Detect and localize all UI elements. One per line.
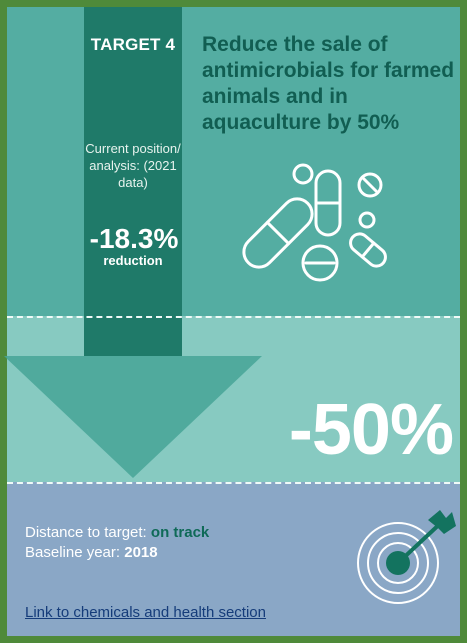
current-position-label: Current position/ analysis: (2021 data)	[85, 141, 181, 190]
target-arrow-icon	[357, 510, 456, 604]
baseline-year: Baseline year: 2018	[25, 543, 158, 563]
distance-to-target: Distance to target: on track	[25, 523, 209, 543]
distance-status: on track	[150, 524, 210, 541]
target-value: -50%	[288, 390, 454, 470]
distance-label: Distance to target:	[25, 524, 147, 541]
baseline-value: 2018	[124, 544, 158, 561]
lower-panel	[7, 482, 460, 636]
target-headline: Reduce the sale of antimicrobials for fa…	[202, 33, 455, 134]
target-number: TARGET 4	[90, 35, 176, 54]
current-progress-bar	[84, 7, 182, 356]
progress-divider	[7, 316, 460, 318]
current-unit: reduction	[103, 253, 163, 268]
chemicals-health-link[interactable]: Link to chemicals and health section	[25, 604, 266, 621]
baseline-label: Baseline year:	[25, 544, 121, 561]
current-value: -18.3%	[89, 223, 179, 254]
upper-panel	[7, 7, 460, 316]
target-divider	[7, 482, 460, 484]
target-arrow-shape	[4, 316, 262, 478]
pills-icon	[242, 163, 387, 282]
